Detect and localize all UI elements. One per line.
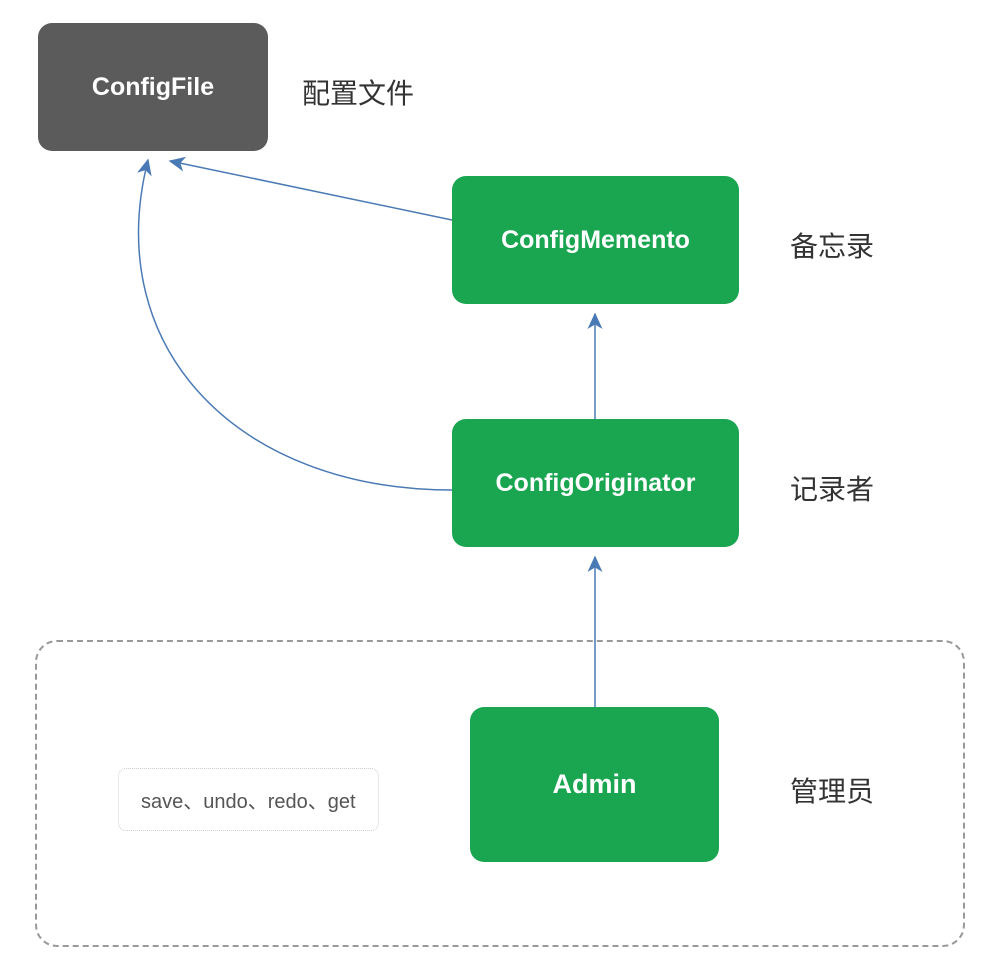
label-admin: 管理员 <box>790 770 874 810</box>
node-configoriginator: ConfigOriginator <box>452 419 739 547</box>
node-text-configmemento: ConfigMemento <box>501 226 690 255</box>
node-configfile: ConfigFile <box>38 23 268 151</box>
node-text-configfile: ConfigFile <box>92 73 214 102</box>
methods-text: save、undo、redo、get <box>141 791 356 813</box>
label-configoriginator: 记录者 <box>790 468 874 508</box>
methods-box: save、undo、redo、get <box>118 768 379 831</box>
node-configmemento: ConfigMemento <box>452 176 739 304</box>
node-admin: Admin <box>470 707 719 862</box>
edge-configmemento-to-configfile <box>170 161 452 220</box>
label-configmemento: 备忘录 <box>790 225 874 265</box>
node-text-configoriginator: ConfigOriginator <box>496 469 696 498</box>
label-configfile: 配置文件 <box>302 72 414 112</box>
node-text-admin: Admin <box>553 769 637 800</box>
edge-configoriginator-to-configfile <box>139 160 452 490</box>
